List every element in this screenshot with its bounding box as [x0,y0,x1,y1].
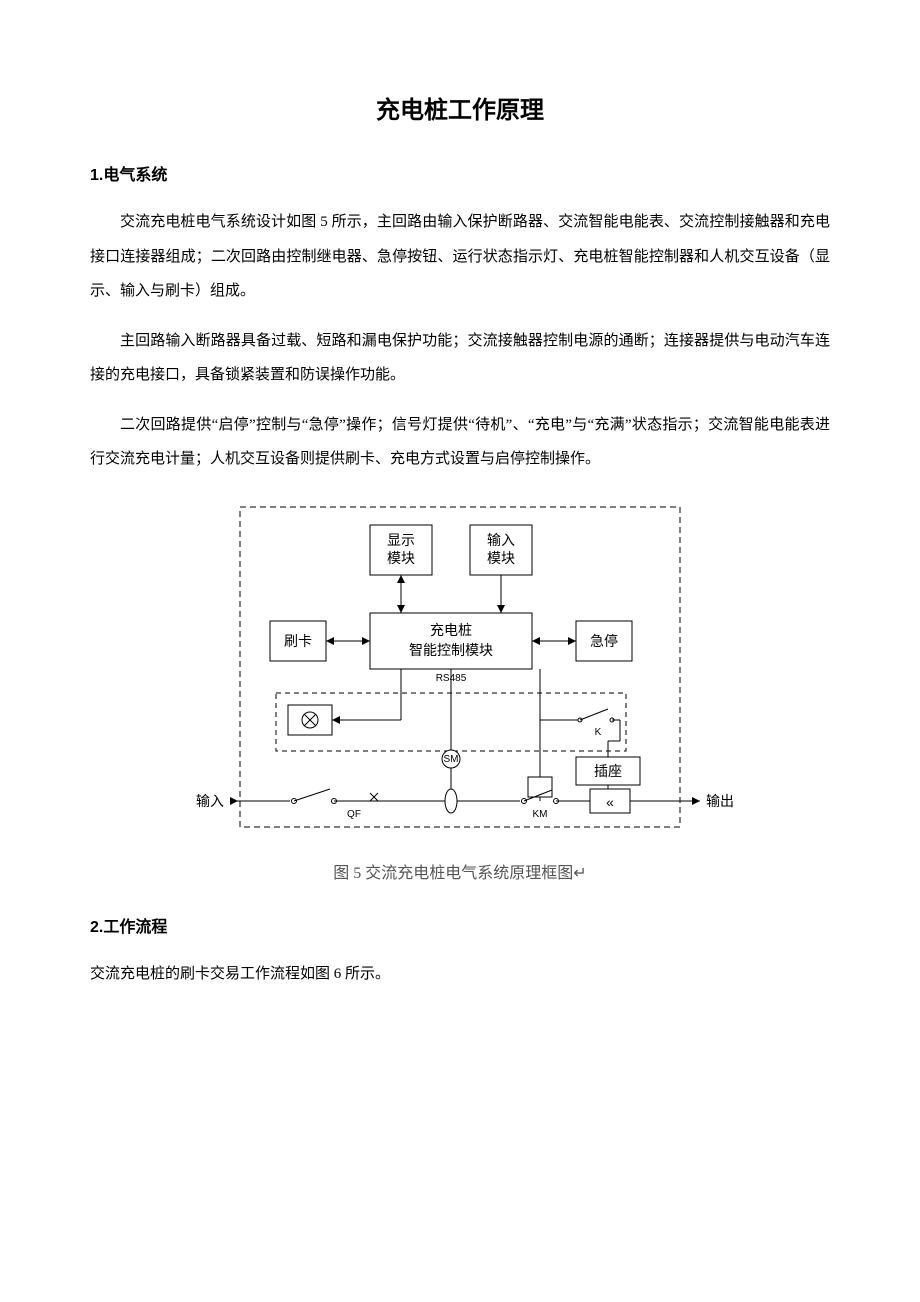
svg-text:模块: 模块 [487,551,515,567]
svg-text:显示: 显示 [387,534,415,549]
document-title: 充电桩工作原理 [90,90,830,125]
document-page: 充电桩工作原理 1.电气系统 交流充电桩电气系统设计如图 5 所示，主回路由输入… [0,0,920,1302]
k-label: K [595,727,602,738]
input-label: 输入 [196,794,224,810]
sm-label: SM [444,754,459,765]
socket-label: 插座 [594,764,622,780]
svg-text:«: « [606,794,614,810]
svg-text:模块: 模块 [387,551,415,567]
card-label: 刷卡 [284,634,312,650]
output-label: 输出 [706,794,734,810]
figure-5-diagram: 显示 模块 输入 模块 刷卡 充电桩 智能控制模块 急停 [180,501,740,841]
section-1-paragraph-2: 主回路输入断路器具备过载、短路和漏电保护功能；交流接触器控制电源的通断；连接器提… [90,324,830,393]
section-1-heading: 1.电气系统 [90,161,830,185]
section-2-paragraph-1: 交流充电桩的刷卡交易工作流程如图 6 所示。 [90,957,830,992]
km-label: KM [533,809,548,820]
figure-5-container: 显示 模块 输入 模块 刷卡 充电桩 智能控制模块 急停 [180,501,740,883]
section-2-heading: 2.工作流程 [90,913,830,937]
ctrl-label-1: 充电桩 [430,622,472,639]
svg-text:输入: 输入 [487,533,515,549]
ctrl-label-2: 智能控制模块 [409,643,493,659]
figure-5-caption: 图 5 交流充电桩电气系统原理框图↵ [180,859,740,883]
section-1-paragraph-1: 交流充电桩电气系统设计如图 5 所示，主回路由输入保护断路器、交流智能电能表、交… [90,205,830,309]
section-1-paragraph-3: 二次回路提供“启停”控制与“急停”操作；信号灯提供“待机”、“充电”与“充满”状… [90,408,830,477]
qf-label: QF [347,809,361,820]
estop-label: 急停 [590,633,618,650]
